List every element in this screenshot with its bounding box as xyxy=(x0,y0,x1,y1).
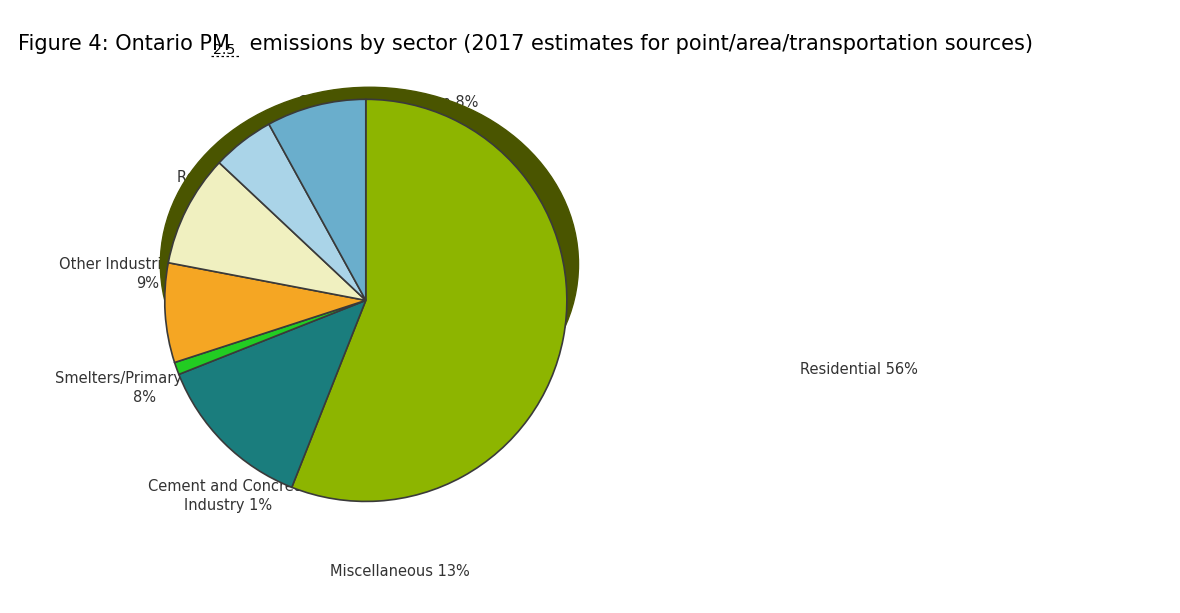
Text: emissions by sector (2017 estimates for point/area/transportation sources): emissions by sector (2017 estimates for … xyxy=(243,34,1032,54)
Wedge shape xyxy=(175,300,366,375)
Wedge shape xyxy=(269,99,366,300)
Text: Other Industrial Sources
9%: Other Industrial Sources 9% xyxy=(59,257,237,291)
Text: Road Vehicles 5%: Road Vehicles 5% xyxy=(177,170,307,186)
Ellipse shape xyxy=(160,87,578,441)
Text: Miscellaneous 13%: Miscellaneous 13% xyxy=(330,565,470,579)
Text: Cement and Concrete
Industry 1%: Cement and Concrete Industry 1% xyxy=(148,479,308,514)
Text: Residential 56%: Residential 56% xyxy=(800,362,918,378)
Text: Other Transportation 8%: Other Transportation 8% xyxy=(297,96,478,110)
Wedge shape xyxy=(219,124,366,300)
Text: Figure 4: Ontario PM: Figure 4: Ontario PM xyxy=(18,34,230,54)
Text: Smelters/Primary Metals
8%: Smelters/Primary Metals 8% xyxy=(55,371,235,405)
Wedge shape xyxy=(179,300,366,487)
Wedge shape xyxy=(165,263,366,362)
Wedge shape xyxy=(169,162,366,300)
Wedge shape xyxy=(291,99,566,501)
Text: 2.5: 2.5 xyxy=(214,43,235,57)
